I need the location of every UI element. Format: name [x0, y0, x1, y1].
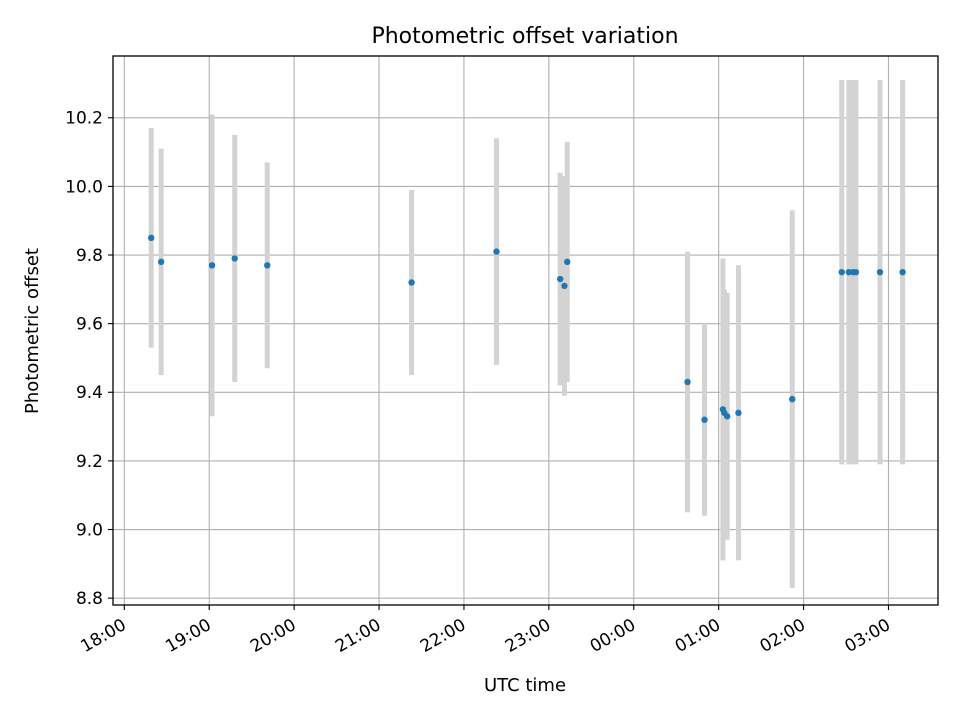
data-point — [735, 409, 742, 417]
data-point — [148, 234, 155, 242]
data-point — [838, 268, 845, 276]
y-tick-label: 8.8 — [76, 589, 103, 609]
data-point — [723, 413, 731, 420]
data-point — [789, 395, 796, 403]
data-points — [148, 234, 906, 423]
data-point — [231, 255, 238, 262]
y-tick-label: 9.6 — [76, 315, 103, 335]
y-tick-label: 9.0 — [76, 520, 103, 540]
data-point — [899, 268, 906, 276]
data-point — [408, 279, 415, 286]
data-point — [264, 262, 271, 269]
y-axis-label: Photometric offset — [22, 248, 43, 414]
y-tick-label: 9.4 — [76, 383, 103, 403]
data-point — [493, 248, 500, 255]
data-point — [564, 258, 571, 266]
data-point — [556, 275, 564, 283]
y-tick-label: 10.0 — [65, 177, 103, 197]
chart-title: Photometric offset variation — [371, 24, 678, 49]
y-tick-label: 9.2 — [76, 452, 103, 472]
data-point — [852, 268, 860, 276]
data-point — [876, 268, 884, 276]
y-axis-ticks: 8.8 9.0 9.2 9.4 9.6 9.8 10.0 10.2 — [65, 109, 113, 609]
grid — [113, 56, 938, 605]
data-point — [561, 282, 568, 290]
plot-frame — [112, 55, 939, 606]
x-axis-label: UTC time — [484, 675, 566, 696]
y-tick-label: 10.2 — [65, 109, 103, 129]
data-point — [157, 258, 165, 266]
data-point — [684, 378, 691, 386]
data-point — [208, 262, 216, 269]
data-point — [701, 416, 708, 423]
y-tick-label: 9.8 — [76, 246, 103, 266]
